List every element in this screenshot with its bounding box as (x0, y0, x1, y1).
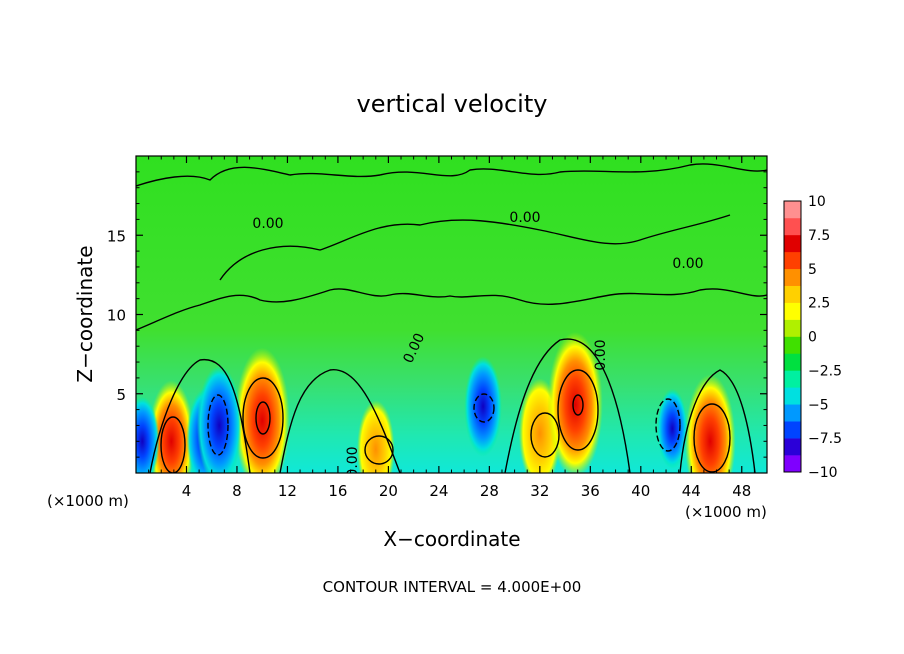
x-tick-label-20: 20 (379, 482, 398, 500)
x-tick-label-12: 12 (278, 482, 297, 500)
colorbar-swatch-16 (784, 201, 801, 219)
updraft-cell-2 (234, 347, 290, 473)
contour-updraft-1 (160, 416, 186, 473)
x-tick-label-8: 8 (232, 482, 242, 500)
colorbar-label-7: −5 (808, 397, 829, 413)
contour-label-2: 0.00 (509, 210, 540, 226)
x-tick-label-40: 40 (631, 482, 650, 500)
x-axis: 4 8 12 16 20 24 28 32 36 40 44 48 (148, 156, 755, 500)
colorbar-swatch-4 (784, 404, 801, 422)
colorbar-swatch-8 (784, 336, 801, 354)
colorbar-swatch-3 (784, 421, 801, 439)
zero-contour-mid (136, 288, 767, 331)
contour-updraft-5 (557, 369, 599, 451)
contour-updraft-2 (242, 377, 284, 459)
contour-downdraft-1 (207, 394, 229, 456)
colorbar-swatch-1 (784, 455, 801, 473)
chart-title: vertical velocity (357, 90, 548, 118)
x-tick-label-28: 28 (480, 482, 499, 500)
x-tick-label-48: 48 (732, 482, 751, 500)
contour-updraft-3 (364, 435, 394, 465)
colorbar: 10 7.5 5 2.5 0 −2.5 −5 −7.5 −10 (783, 194, 842, 481)
x-unit-right: (×1000 m) (685, 503, 767, 521)
plot-area: 0.00 0.000.000.000.000.00 (136, 156, 767, 477)
y-tick-label-15: 15 (107, 227, 126, 245)
contour-low-4 (679, 369, 756, 473)
y-tick-label-10: 10 (107, 307, 126, 325)
colorbar-swatch-12 (784, 268, 801, 286)
downdraft-cell-3 (196, 365, 242, 473)
updraft-cell-5 (547, 331, 603, 473)
contour-updraft-4 (530, 412, 560, 458)
colorbar-swatch-5 (784, 387, 801, 405)
contour-low-3 (504, 338, 631, 473)
contour-label-6: 0.00 (593, 339, 609, 370)
contour-label-1: 0.00 (252, 216, 283, 232)
contour-downdraft-2 (473, 393, 495, 423)
colorbar-swatch-10 (784, 302, 801, 320)
colorbar-swatch-2 (784, 438, 801, 456)
colorbar-swatch-13 (784, 251, 801, 270)
y-tick-label-5: 5 (116, 386, 126, 404)
colorbar-label-6: −2.5 (808, 363, 842, 379)
zero-contour-upper-b (219, 214, 731, 281)
colorbar-frame (783, 200, 802, 473)
contour-label-3: 0.00 (672, 256, 703, 272)
x-tick-label-32: 32 (530, 482, 549, 500)
downdraft-cell-4 (464, 356, 502, 457)
downdraft-cell-5 (657, 388, 688, 469)
colorbar-label-4: 2.5 (808, 296, 830, 312)
x-tick-label-24: 24 (429, 482, 448, 500)
x-axis-label: X−coordinate (383, 527, 520, 551)
updraft-cell-1 (148, 380, 195, 473)
contour-updraft-2-core (255, 401, 271, 435)
x-tick-label-16: 16 (328, 482, 347, 500)
colorbar-label-8: −7.5 (808, 431, 842, 447)
colorbar-label-1: 10 (808, 194, 826, 210)
colorbar-swatch-6 (784, 370, 801, 388)
colorbar-swatch-14 (784, 234, 801, 253)
y-axis: 5 10 15 (107, 171, 767, 458)
colorbar-label-3: 5 (808, 262, 817, 278)
contour-label-5: 0.00 (345, 446, 361, 477)
contour-low-1 (149, 359, 251, 473)
contour-updraft-5-core (572, 394, 584, 416)
colorbar-swatch-15 (784, 217, 801, 236)
contour-updraft-6 (693, 403, 731, 473)
contour-low-2 (279, 369, 401, 473)
colorbar-swatch-9 (784, 319, 801, 337)
y-axis-label: Z−coordinate (73, 245, 97, 382)
colorbar-swatch-11 (784, 285, 801, 303)
colorbar-label-9: −10 (808, 465, 838, 481)
x-tick-label-44: 44 (682, 482, 701, 500)
x-tick-label-4: 4 (182, 482, 192, 500)
colorbar-label-2: 7.5 (808, 228, 830, 244)
zero-contour-upper (136, 163, 767, 187)
x-unit-left: (×1000 m) (47, 492, 129, 510)
colorbar-swatch-7 (784, 353, 801, 371)
contour-interval-footer: CONTOUR INTERVAL = 4.000E+00 (323, 578, 582, 596)
contour-downdraft-3 (655, 398, 681, 452)
x-tick-label-36: 36 (581, 482, 600, 500)
colorbar-label-5: 0 (808, 330, 817, 346)
